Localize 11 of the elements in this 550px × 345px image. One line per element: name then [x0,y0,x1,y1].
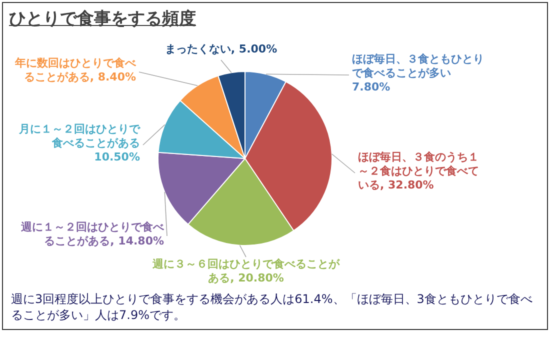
slice-label: ほぼ毎日、３食のうち１～２食はひとりで食べている, 32.80% [358,150,479,192]
data-label: 10.50% [94,150,140,164]
slice-label: 月に１～２回はひとりで食べることがある [18,122,141,150]
slice-label: 年に数回はひとりで食べることがある, 8.40% [14,56,137,84]
slice-label: ほぼ毎日、３食ともひとりで食べることが多い [352,52,484,80]
slice-label: 週に１～２回はひとりで食べることがある, 14.80% [20,220,165,248]
slice-label: まったくない, 5.00% [164,42,278,56]
data-label: 7.80% [352,80,390,94]
slice-label: 週に３～６回はひとりで食べることがある, 20.80% [152,257,340,284]
text: 週に3回程度以上ひとりで食事をする機会がある人は61.4%、「ほぼ毎日、3食ともひとりで食べることが多い」人は7.9%です。 [10,291,534,324]
chart-title: ひとりで食事をする頻度 [8,8,197,31]
